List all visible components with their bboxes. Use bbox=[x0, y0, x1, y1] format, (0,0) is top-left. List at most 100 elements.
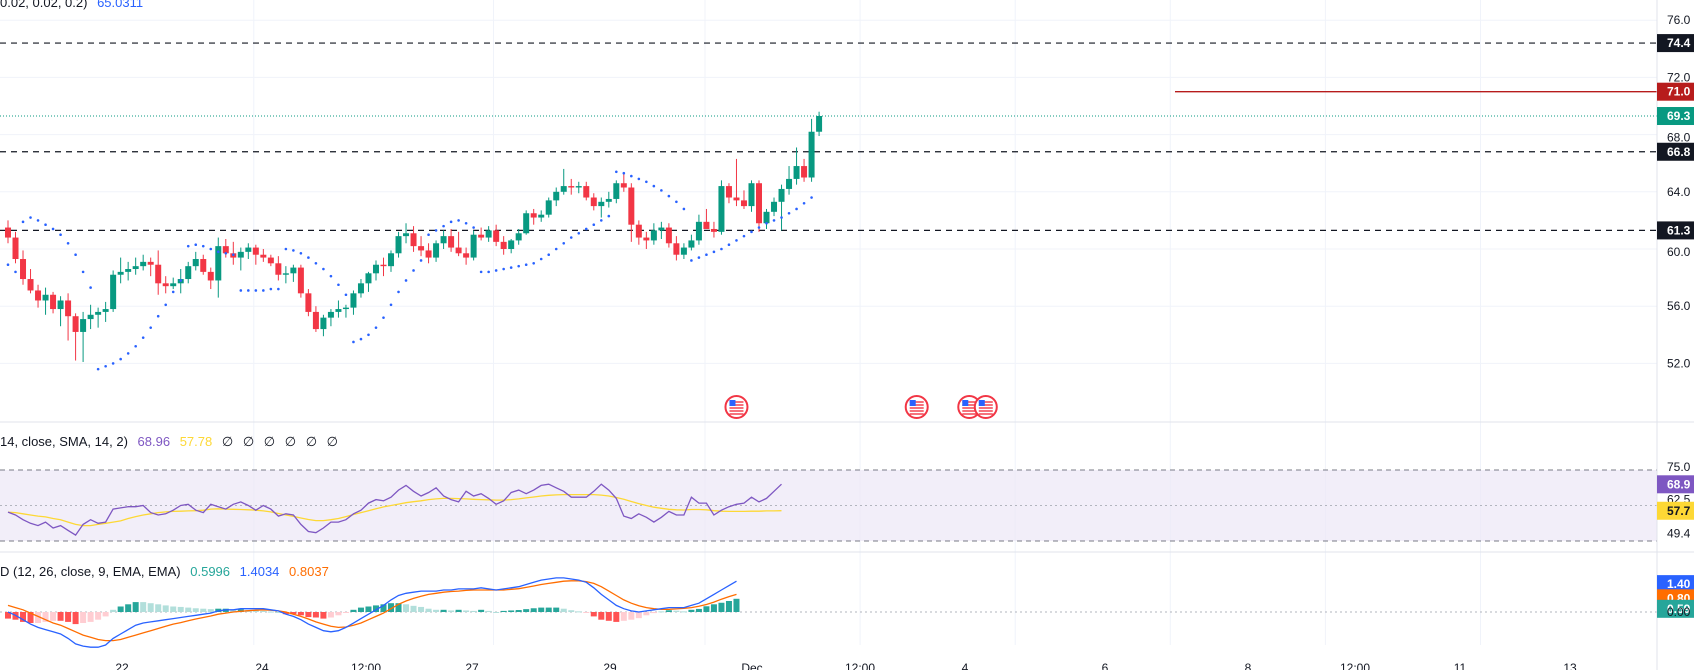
rsi-params: 14, close, SMA, 14, 2) bbox=[0, 434, 128, 449]
candle-body-68 bbox=[515, 233, 522, 241]
macd-hist-bar-88 bbox=[665, 610, 672, 612]
macd-hist-bar-11 bbox=[87, 612, 94, 622]
sar-dot-58 bbox=[442, 224, 445, 228]
macd-hist-bar-69 bbox=[523, 609, 530, 612]
price-tag-69-bg bbox=[1657, 107, 1694, 126]
sar-dot-8 bbox=[66, 241, 70, 245]
price-tag-74: 74.4 bbox=[1667, 36, 1691, 50]
sar-dot-50 bbox=[382, 316, 385, 319]
price-axis[interactable]: 78.576.074.472.071.069.368.066.864.061.3… bbox=[1657, 0, 1694, 370]
candle-body-72 bbox=[545, 200, 552, 215]
candle-body-100 bbox=[756, 183, 762, 224]
time-label-11: 11 bbox=[1454, 661, 1467, 670]
macd-hist-bar-38 bbox=[290, 612, 297, 615]
candle-body-90 bbox=[680, 247, 687, 255]
time-label-0: 22 bbox=[115, 661, 129, 670]
macd-hist-bar-42 bbox=[320, 612, 327, 619]
sar-dot-18 bbox=[141, 336, 145, 339]
candle-body-56 bbox=[425, 250, 432, 258]
sar-params: 0.02, 0.02, 0.2) bbox=[0, 0, 88, 10]
sar-dot-105 bbox=[795, 207, 798, 211]
macd-hist-bar-79 bbox=[598, 612, 605, 620]
candle-body-82 bbox=[620, 183, 627, 188]
macd-hist-bar-4 bbox=[35, 612, 42, 623]
sar-dot-101 bbox=[765, 221, 768, 225]
macd-hist-bar-51 bbox=[388, 603, 395, 612]
sar-dot-11 bbox=[89, 286, 92, 289]
candle-body-36 bbox=[275, 263, 282, 275]
macd-hist-bar-70 bbox=[530, 608, 537, 612]
macd-hist-bar-67 bbox=[508, 610, 515, 612]
economic-events[interactable] bbox=[724, 395, 998, 419]
sar-dot-24 bbox=[186, 244, 190, 248]
macd-pane bbox=[0, 577, 1657, 648]
price-candles bbox=[5, 111, 823, 362]
us-flag-icon[interactable] bbox=[904, 395, 929, 419]
rsi-label-49: 49.4 bbox=[1667, 527, 1691, 541]
macd-tag-line-bg bbox=[1657, 575, 1694, 594]
candle-body-101 bbox=[763, 211, 770, 224]
horizontal-levels[interactable] bbox=[0, 0, 1657, 232]
sar-dot-75 bbox=[569, 236, 573, 239]
macd-hist-bar-57 bbox=[433, 609, 440, 612]
sar-dot-70 bbox=[532, 262, 535, 265]
candle-body-20 bbox=[155, 264, 162, 284]
candle-body-31 bbox=[237, 251, 244, 258]
macd-axis[interactable]: 1.400.800.590.00 bbox=[1657, 575, 1694, 619]
candle-body-93 bbox=[703, 221, 710, 229]
macd-hist-bar-25 bbox=[192, 608, 199, 612]
sar-dot-78 bbox=[592, 223, 596, 226]
candle-body-26 bbox=[200, 259, 207, 272]
sar-dot-7 bbox=[59, 233, 62, 236]
sar-dot-6 bbox=[51, 227, 55, 231]
macd-legend[interactable]: D (12, 26, close, 9, EMA, EMA) 0.5996 1.… bbox=[0, 564, 335, 579]
macd-hist-bar-37 bbox=[282, 612, 289, 615]
macd-hist-bar-21 bbox=[162, 605, 169, 612]
candle-body-15 bbox=[117, 271, 124, 275]
sar-dot-96 bbox=[727, 243, 731, 247]
macd-hist-bar-17 bbox=[132, 602, 139, 612]
candle-body-49 bbox=[372, 264, 379, 274]
macd-hist-bar-56 bbox=[425, 608, 432, 612]
candle-body-27 bbox=[207, 271, 214, 281]
candle-body-92 bbox=[695, 221, 702, 241]
sar-dot-40 bbox=[307, 256, 310, 259]
sar-dot-72 bbox=[547, 253, 551, 257]
sar-dot-10 bbox=[81, 270, 85, 274]
macd-hist-bar-33 bbox=[252, 610, 259, 612]
macd-hist-bar-2 bbox=[20, 612, 27, 622]
sar-dot-16 bbox=[126, 352, 130, 355]
flag-canton-3 bbox=[978, 400, 985, 406]
candle-body-83 bbox=[628, 187, 635, 225]
event-ring-3 bbox=[973, 395, 998, 419]
us-flag-icon[interactable] bbox=[973, 395, 998, 419]
macd-hist-bar-73 bbox=[553, 607, 560, 612]
rsi-axis[interactable]: 75.068.962.557.749.4 bbox=[1657, 460, 1694, 541]
candle-body-22 bbox=[170, 283, 177, 287]
candle-body-44 bbox=[335, 309, 342, 312]
price-legend[interactable]: 0.02, 0.02, 0.2) 65.0311 bbox=[0, 0, 149, 10]
sar-dot-88 bbox=[667, 194, 671, 198]
rsi-legend[interactable]: 14, close, SMA, 14, 2) 68.96 57.78 ∅ ∅ ∅… bbox=[0, 434, 344, 450]
macd-hist-bar-81 bbox=[613, 612, 620, 622]
candle-body-34 bbox=[260, 254, 267, 258]
sar-dot-23 bbox=[179, 279, 183, 282]
rsi-tag-ma: 57.7 bbox=[1667, 504, 1691, 518]
us-flag-icon[interactable] bbox=[724, 395, 749, 419]
candle-body-19 bbox=[147, 261, 154, 265]
rsi-band bbox=[0, 469, 1657, 542]
macd-hist-bar-47 bbox=[357, 607, 364, 612]
candle-body-16 bbox=[125, 269, 132, 272]
sar-dot-49 bbox=[374, 326, 378, 329]
price-label-60: 60.0 bbox=[1667, 245, 1691, 259]
sar-dot-67 bbox=[509, 266, 513, 269]
sar-dot-9 bbox=[74, 253, 77, 257]
candle-body-59 bbox=[448, 236, 455, 248]
macd-hist-bar-0 bbox=[5, 612, 11, 619]
macd-hist-bar-15 bbox=[117, 606, 124, 612]
macd-hist-bar-20 bbox=[155, 604, 162, 612]
sar-dot-104 bbox=[787, 211, 791, 215]
macd-hist-bar-62 bbox=[470, 610, 477, 612]
time-axis[interactable]: 22 24 12:00 27 29 Dec 12:00 4 6 8 12:00 11 13 bbox=[115, 661, 1577, 670]
